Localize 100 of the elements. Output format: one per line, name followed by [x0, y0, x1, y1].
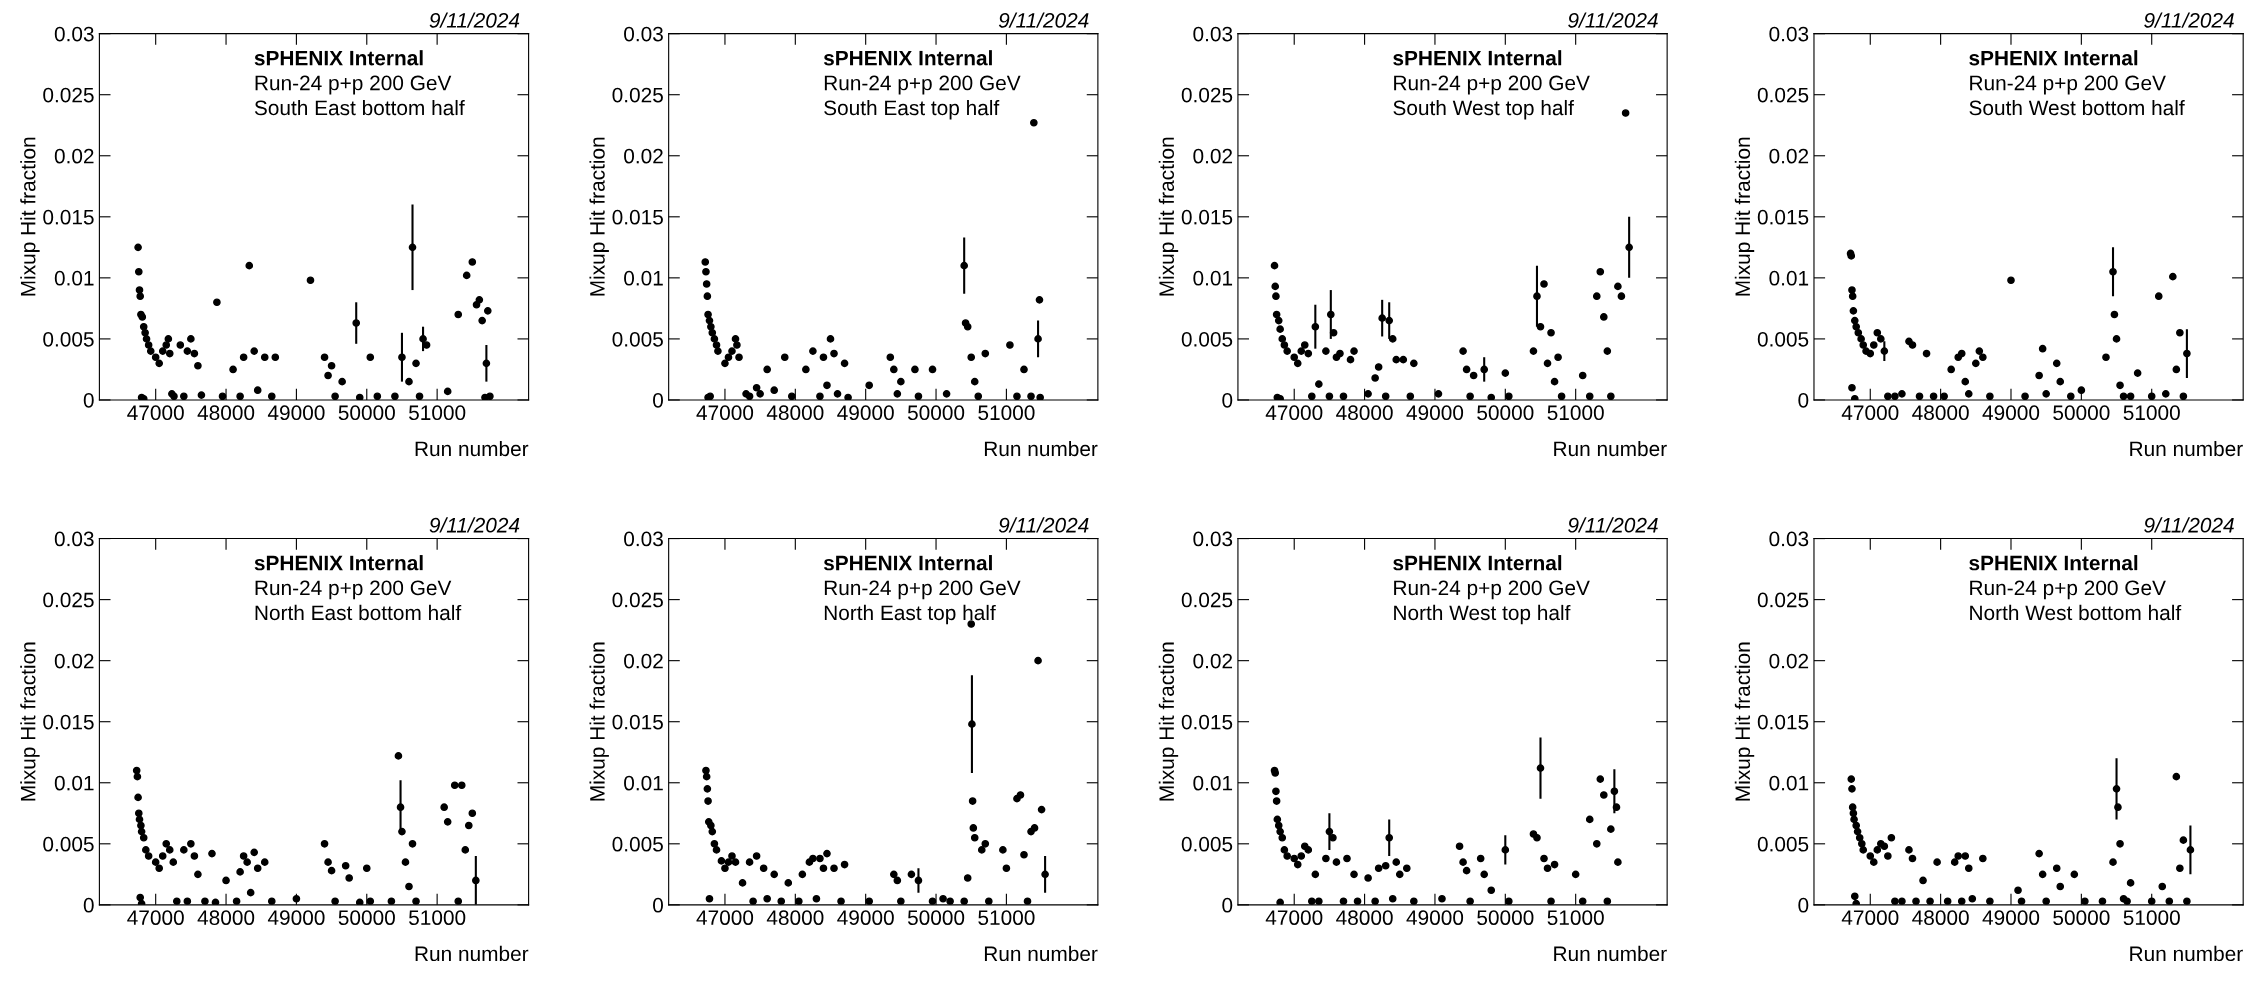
- x-tick-label: 47000: [696, 910, 754, 926]
- y-axis-title: Mixup Hit fraction: [1734, 642, 1755, 801]
- annotation: Run-24 p+p 200 GeV: [255, 75, 452, 95]
- text: 9/11/2024: [429, 12, 520, 28]
- y-tick-label: 0.03: [1769, 26, 1809, 42]
- x-tick-label: 50000: [338, 405, 395, 421]
- annotation: Run-24 p+p 200 GeV: [1970, 75, 2166, 95]
- x-tick-label: 51000: [2123, 405, 2180, 421]
- x-tick-label: 49000: [1406, 910, 1464, 926]
- y-tick-label: 0.03: [54, 531, 94, 547]
- annotation: South East top half: [824, 99, 1000, 120]
- x-tick-label: 51000: [1547, 910, 1604, 926]
- annotation: North East top half: [824, 604, 996, 625]
- x-tick-label: 48000: [1912, 405, 1969, 421]
- annotation: Run-24 p+p 200 GeV: [824, 580, 1021, 600]
- x-tick-label: 47000: [127, 405, 184, 421]
- x-tick-label: 48000: [197, 910, 255, 926]
- y-tick-label: 0.01: [624, 775, 663, 791]
- y-tick-label: 0.01: [1193, 775, 1233, 791]
- y-tick-label: 0: [653, 897, 663, 913]
- annotation: North West top half: [1394, 604, 1571, 625]
- y-tick-label: 0.02: [1769, 653, 1809, 669]
- x-tick-label: 49000: [1982, 910, 2040, 926]
- x-tick-label: 48000: [1912, 910, 1969, 926]
- text: 9/11/2024: [2144, 517, 2234, 533]
- y-tick-label: 0.005: [1181, 836, 1233, 852]
- x-tick-label: 51000: [2123, 910, 2180, 926]
- x-axis-title: Run number: [1554, 945, 1667, 962]
- x-tick-label: 48000: [197, 405, 255, 421]
- x-tick-label: 49000: [837, 910, 894, 926]
- y-tick-label: 0: [83, 392, 94, 408]
- text: 9/11/2024: [1568, 517, 1658, 533]
- x-tick-label: 50000: [1477, 405, 1534, 421]
- x-tick-label: 47000: [1841, 910, 1899, 926]
- y-tick-label: 0.025: [1181, 87, 1233, 103]
- y-axis-title: Mixup Hit fraction: [20, 137, 40, 296]
- y-tick-label: 0.01: [1769, 775, 1809, 791]
- y-tick-label: 0.025: [1181, 592, 1233, 608]
- y-tick-label: 0.03: [624, 531, 663, 547]
- y-tick-label: 0.01: [54, 270, 94, 286]
- annotation: Run-24 p+p 200 GeV: [1394, 75, 1590, 95]
- text: 9/11/2024: [1568, 12, 1658, 28]
- y-axis-title: Mixup Hit fraction: [589, 642, 609, 801]
- text: 9/11/2024: [998, 12, 1089, 28]
- y-tick-label: 0: [1222, 897, 1233, 913]
- x-tick-label: 48000: [1336, 910, 1393, 926]
- x-tick-label: 47000: [1841, 405, 1899, 421]
- x-tick-label: 47000: [127, 910, 184, 926]
- x-tick-label: 48000: [766, 405, 824, 421]
- x-tick-label: 50000: [907, 910, 965, 926]
- x-tick-label: 47000: [696, 405, 754, 421]
- x-tick-label: 51000: [409, 910, 466, 926]
- y-tick-label: 0.03: [1769, 531, 1809, 547]
- y-axis-title: Mixup Hit fraction: [20, 642, 40, 801]
- x-tick-label: 51000: [1547, 405, 1604, 421]
- y-tick-label: 0.005: [1181, 331, 1233, 347]
- y-axis-title: Mixup Hit fraction: [1158, 642, 1179, 801]
- text: 9/11/2024: [2144, 12, 2234, 28]
- x-tick-label: 51000: [978, 910, 1035, 926]
- x-tick-label: 50000: [2053, 405, 2110, 421]
- x-tick-label: 50000: [2053, 910, 2110, 926]
- y-tick-label: 0.025: [1757, 592, 1809, 608]
- x-tick-label: 48000: [1336, 405, 1393, 421]
- x-axis-title: Run number: [984, 440, 1098, 457]
- annotation: sPHENIX Internal: [1393, 50, 1562, 66]
- y-axis-title: Mixup Hit fraction: [1158, 137, 1179, 296]
- x-axis-title: Run number: [2130, 945, 2243, 962]
- y-tick-label: 0.005: [1757, 836, 1809, 852]
- annotation: sPHENIX Internal: [823, 555, 992, 571]
- annotation: Run-24 p+p 200 GeV: [1394, 580, 1590, 600]
- y-tick-label: 0.015: [1757, 209, 1809, 225]
- x-tick-label: 51000: [978, 405, 1035, 421]
- x-tick-label: 51000: [409, 405, 466, 421]
- annotation: Run-24 p+p 200 GeV: [1970, 580, 2166, 600]
- y-tick-label: 0.02: [1769, 148, 1809, 164]
- x-tick-label: 50000: [1477, 910, 1534, 926]
- y-tick-label: 0: [653, 392, 663, 408]
- y-tick-label: 0.02: [54, 148, 94, 164]
- x-axis-title: Run number: [1554, 440, 1667, 457]
- x-tick-label: 50000: [907, 405, 965, 421]
- y-tick-label: 0: [1222, 392, 1233, 408]
- y-tick-label: 0.025: [43, 592, 94, 608]
- x-tick-label: 47000: [1265, 405, 1323, 421]
- y-tick-label: 0.025: [43, 87, 94, 103]
- y-tick-label: 0: [1798, 897, 1809, 913]
- text: 9/11/2024: [429, 517, 520, 533]
- x-axis-title: Run number: [415, 945, 529, 962]
- y-tick-label: 0.015: [1181, 714, 1233, 730]
- y-tick-label: 0.03: [1193, 26, 1233, 42]
- y-tick-label: 0.01: [54, 775, 94, 791]
- annotation: Run-24 p+p 200 GeV: [255, 580, 452, 600]
- y-tick-label: 0.005: [43, 836, 94, 852]
- annotation: sPHENIX Internal: [254, 555, 423, 571]
- annotation: South West top half: [1393, 99, 1574, 120]
- y-tick-label: 0.015: [1757, 714, 1809, 730]
- x-tick-label: 49000: [267, 910, 325, 926]
- x-axis-title: Run number: [2130, 440, 2243, 457]
- annotation: sPHENIX Internal: [1969, 555, 2138, 571]
- y-tick-label: 0.005: [612, 331, 663, 347]
- annotation: sPHENIX Internal: [1393, 555, 1562, 571]
